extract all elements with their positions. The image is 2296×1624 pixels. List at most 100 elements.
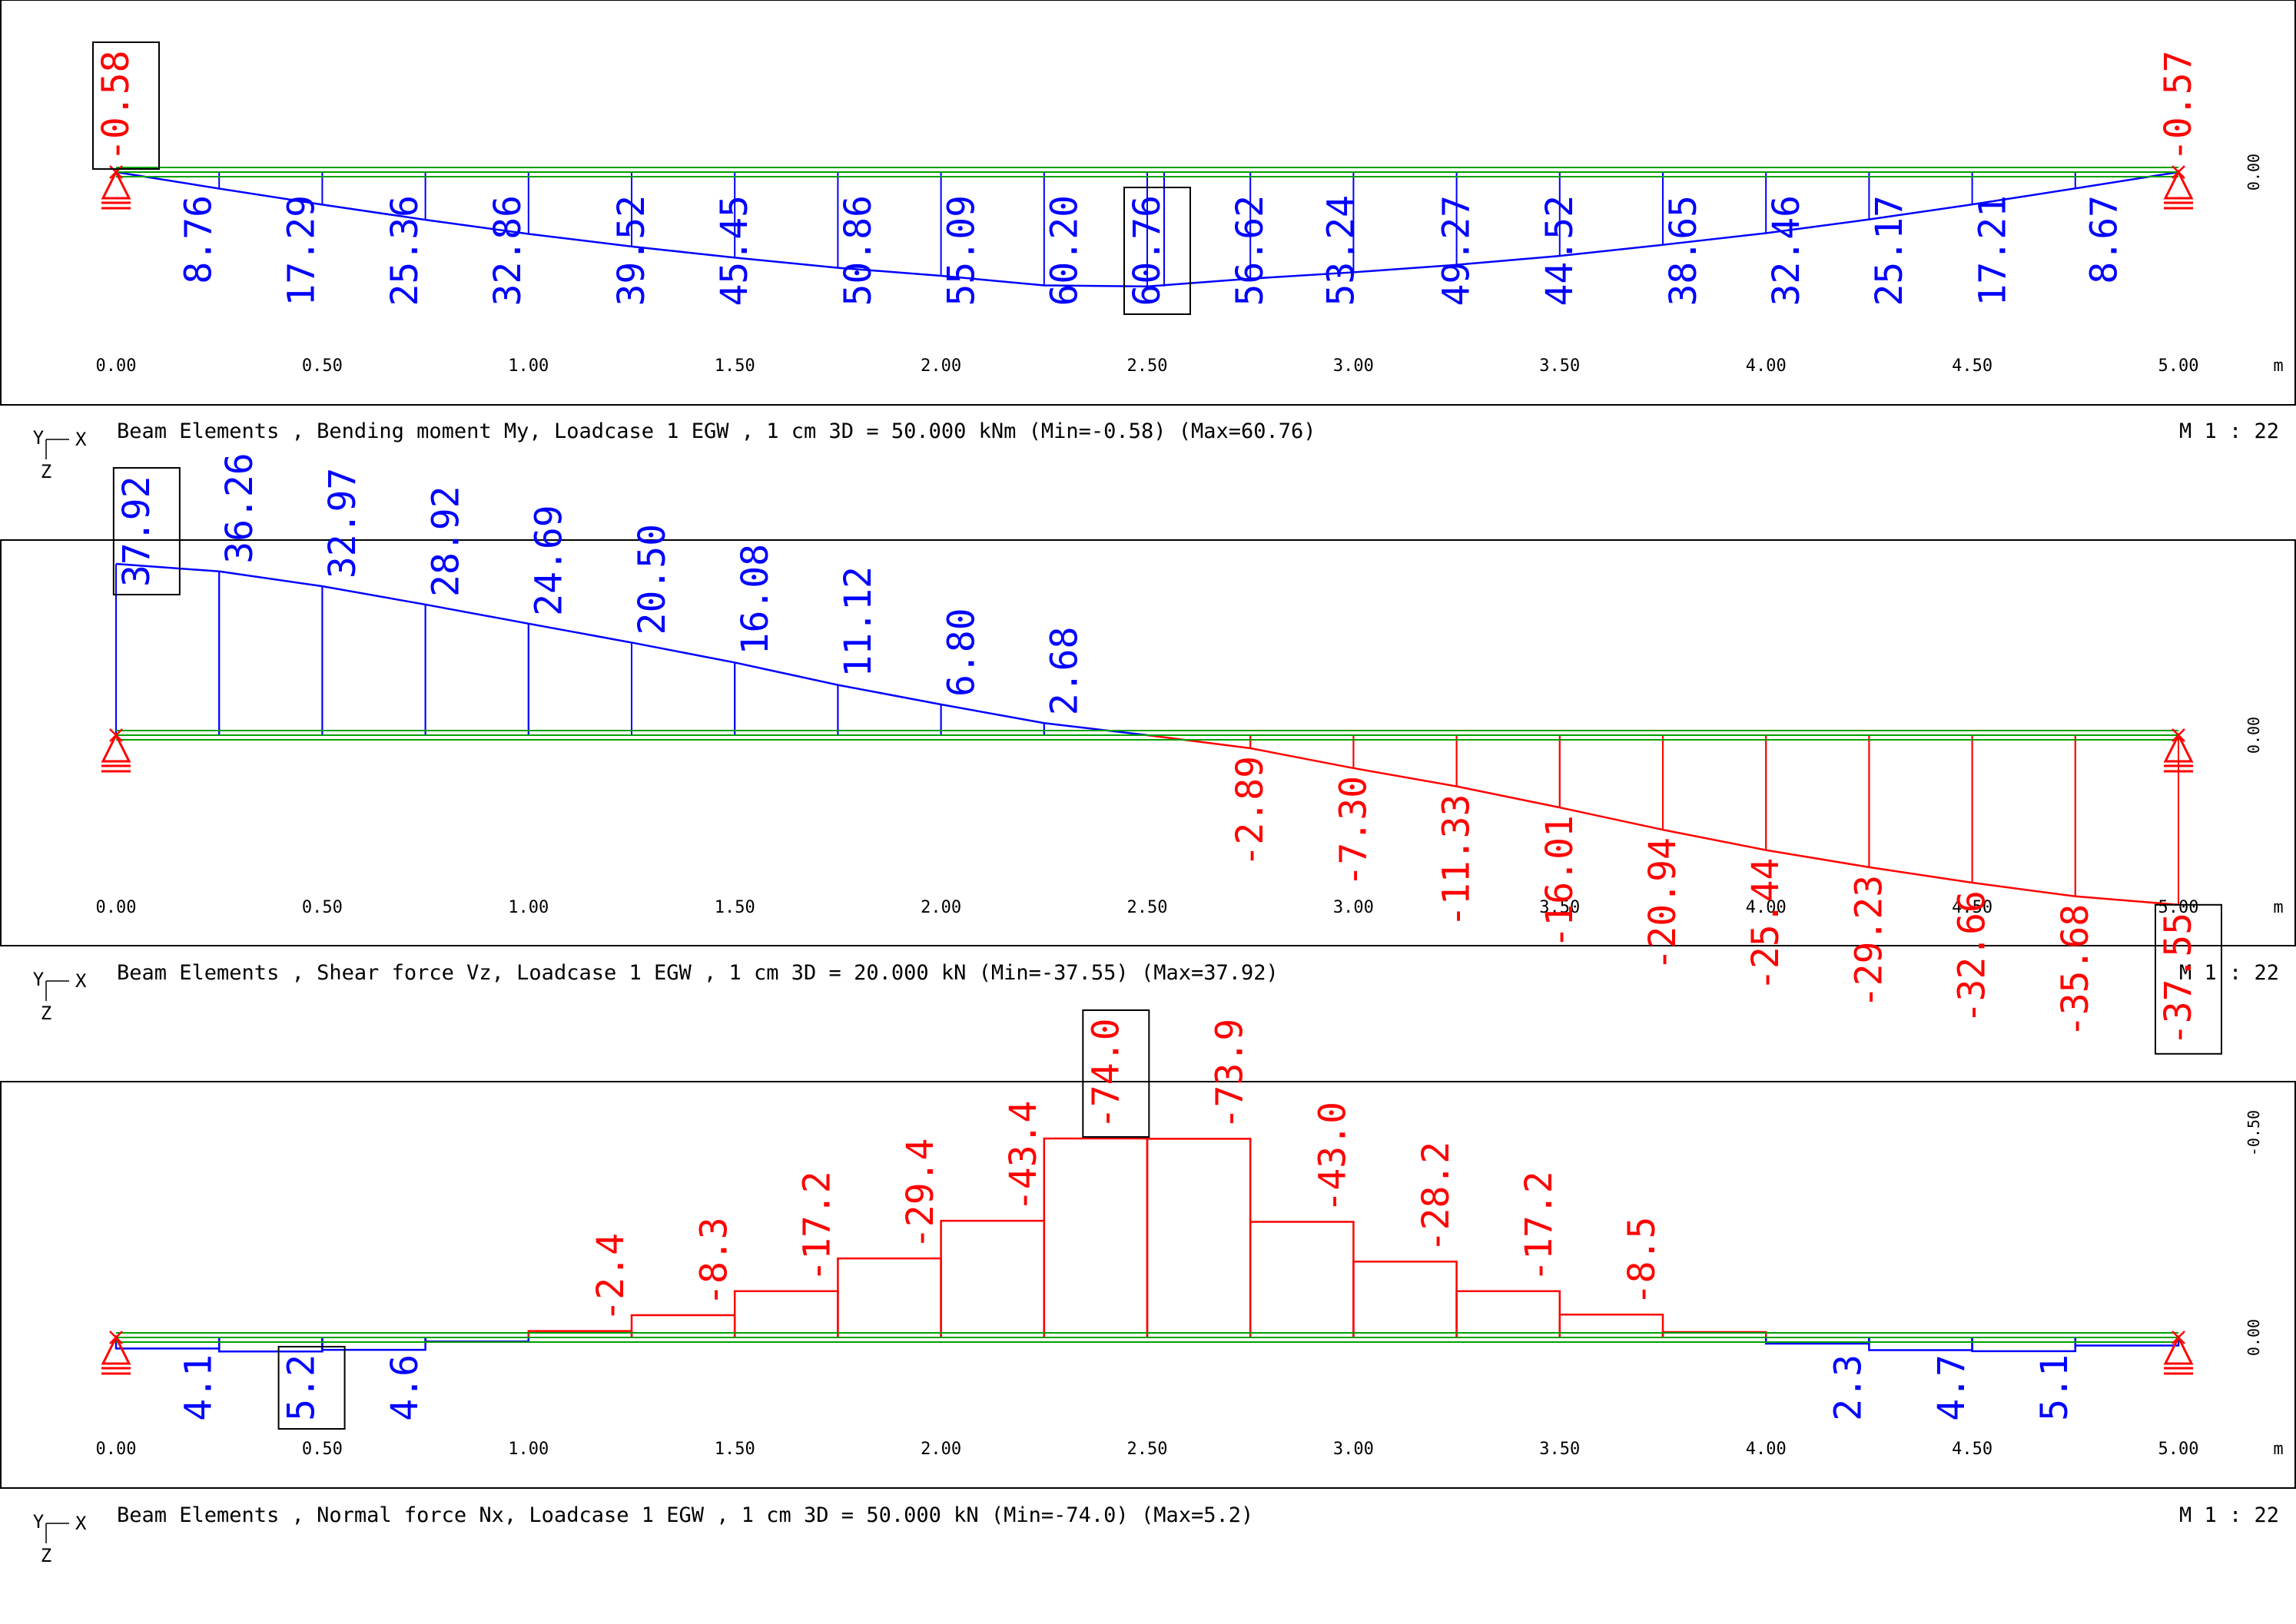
value-label: -35.68 bbox=[2054, 904, 2097, 1037]
x-tick-label: 2.50 bbox=[1127, 356, 1168, 376]
value-label: -29.23 bbox=[1847, 875, 1890, 1008]
x-tick-label: 0.00 bbox=[96, 356, 137, 376]
x-tick-label: 5.00 bbox=[2158, 356, 2199, 376]
x-tick-label: 2.00 bbox=[921, 356, 961, 376]
value-label: 17.21 bbox=[1971, 195, 2014, 307]
value-label: -11.33 bbox=[1435, 794, 1478, 927]
value-label: 49.27 bbox=[1435, 195, 1478, 307]
axis-x-label: X bbox=[75, 429, 87, 450]
value-label: -0.58 bbox=[95, 51, 138, 162]
value-label: 32.97 bbox=[321, 468, 364, 579]
panel-frame bbox=[0, 0, 2296, 406]
x-tick-label: 4.50 bbox=[1952, 898, 1992, 917]
x-tick-label: 1.00 bbox=[508, 898, 549, 917]
normal-force-bar bbox=[837, 1257, 942, 1337]
normal-force-bar bbox=[1043, 1137, 1149, 1337]
value-label: -2.4 bbox=[589, 1233, 632, 1322]
x-tick-label: 2.50 bbox=[1127, 1440, 1168, 1459]
value-label: 8.76 bbox=[177, 195, 220, 284]
x-tick-label: 4.50 bbox=[1952, 356, 1992, 376]
x-tick-label: 0.50 bbox=[302, 898, 343, 917]
extreme-value-box bbox=[92, 41, 160, 170]
x-tick-label: 3.00 bbox=[1333, 1440, 1374, 1459]
node-cross-icon bbox=[2172, 728, 2185, 742]
node-cross-icon bbox=[109, 728, 123, 742]
x-tick-label: 3.00 bbox=[1333, 356, 1374, 376]
axis-y-label: Y bbox=[33, 427, 45, 449]
scale-label: M 1 : 22 bbox=[2179, 419, 2279, 443]
value-label: 60.76 bbox=[1126, 195, 1169, 307]
value-label: 5.2 bbox=[280, 1354, 323, 1421]
x-tick-label: 5.00 bbox=[2158, 1440, 2199, 1459]
chart-caption: Beam Elements , Bending moment My, Loadc… bbox=[117, 419, 1316, 443]
value-label: 25.17 bbox=[1868, 195, 1911, 307]
bending-moment-panel: 0.00 0.50 1.00 1.50 2.00 2.50 3.00 3.50 4.00 4.50… bbox=[0, 0, 2296, 482]
x-tick-label: 2.50 bbox=[1127, 898, 1168, 917]
x-tick-label: 2.00 bbox=[921, 898, 961, 917]
support-triangle-icon bbox=[2163, 732, 2194, 763]
value-label: -7.30 bbox=[1332, 776, 1375, 887]
shear-segment bbox=[2075, 895, 2179, 906]
scale-label: M 1 : 22 bbox=[2179, 961, 2279, 985]
shear-segment bbox=[1146, 734, 1251, 750]
shear-segment bbox=[1043, 722, 1148, 737]
value-label: 11.12 bbox=[837, 566, 880, 678]
value-label: 25.36 bbox=[383, 195, 426, 307]
normal-force-bar bbox=[940, 1219, 1046, 1337]
axis-x-label: X bbox=[75, 970, 87, 992]
value-label: -0.57 bbox=[2157, 51, 2200, 162]
reference-level-label: 0.00 bbox=[2245, 1319, 2263, 1356]
value-label: -25.44 bbox=[1744, 858, 1787, 991]
value-label: 4.7 bbox=[1930, 1354, 1973, 1421]
value-label: 28.92 bbox=[424, 486, 467, 597]
value-label: 60.20 bbox=[1043, 195, 1087, 307]
axis-z-label: Z bbox=[41, 461, 51, 482]
normal-force-bar bbox=[1971, 1337, 2077, 1353]
value-label: -29.4 bbox=[899, 1138, 942, 1250]
x-tick-label: 3.50 bbox=[1539, 898, 1580, 917]
x-tick-label: 0.50 bbox=[302, 1440, 343, 1459]
support-triangle-icon bbox=[101, 732, 131, 763]
moment-curve bbox=[115, 171, 2179, 288]
value-label: 4.1 bbox=[177, 1354, 220, 1421]
shear-segment bbox=[425, 603, 529, 625]
support-triangle-icon bbox=[2163, 169, 2194, 200]
value-label: 39.52 bbox=[610, 195, 653, 307]
value-label: -74.0 bbox=[1084, 1019, 1127, 1130]
normal-force-bar bbox=[527, 1330, 633, 1337]
chart-caption: Beam Elements , Shear force Vz, Loadcase… bbox=[117, 961, 1279, 985]
shear-segment bbox=[1353, 767, 1457, 787]
value-label: 17.29 bbox=[280, 195, 323, 307]
value-label: 55.09 bbox=[940, 195, 983, 307]
value-label: -8.3 bbox=[692, 1217, 735, 1306]
shear-segment bbox=[838, 684, 941, 706]
normal-force-bar bbox=[1249, 1221, 1355, 1337]
value-label: -73.9 bbox=[1208, 1019, 1251, 1130]
node-cross-icon bbox=[109, 165, 123, 179]
axis-z-label: Z bbox=[41, 1545, 51, 1566]
normal-force-bar bbox=[733, 1290, 839, 1337]
x-axis-unit: m bbox=[2273, 356, 2283, 376]
x-tick-label: 0.50 bbox=[302, 356, 343, 376]
x-tick-label: 1.00 bbox=[508, 1440, 549, 1459]
value-label: 5.1 bbox=[2033, 1354, 2076, 1421]
value-label: 44.52 bbox=[1538, 195, 1581, 307]
extreme-value-box bbox=[2155, 903, 2222, 1055]
support-triangle-icon bbox=[101, 169, 131, 200]
x-tick-label: 4.00 bbox=[1746, 1440, 1787, 1459]
scale-label: M 1 : 22 bbox=[2179, 1503, 2279, 1527]
value-label: -43.0 bbox=[1312, 1102, 1355, 1213]
shear-segment bbox=[631, 641, 735, 664]
value-label: -17.2 bbox=[1518, 1171, 1561, 1282]
shear-segment bbox=[1972, 881, 2075, 898]
value-label: 8.67 bbox=[2082, 195, 2125, 284]
value-label: 2.68 bbox=[1043, 627, 1087, 716]
x-tick-label: 1.50 bbox=[715, 1440, 755, 1459]
reference-level-label: 0.00 bbox=[2245, 717, 2263, 754]
shear-segment bbox=[1559, 806, 1664, 831]
normal-force-bar bbox=[114, 1337, 221, 1350]
panel-frame bbox=[0, 1081, 2296, 1489]
value-label: -2.89 bbox=[1229, 756, 1272, 867]
shear-segment bbox=[528, 622, 632, 644]
